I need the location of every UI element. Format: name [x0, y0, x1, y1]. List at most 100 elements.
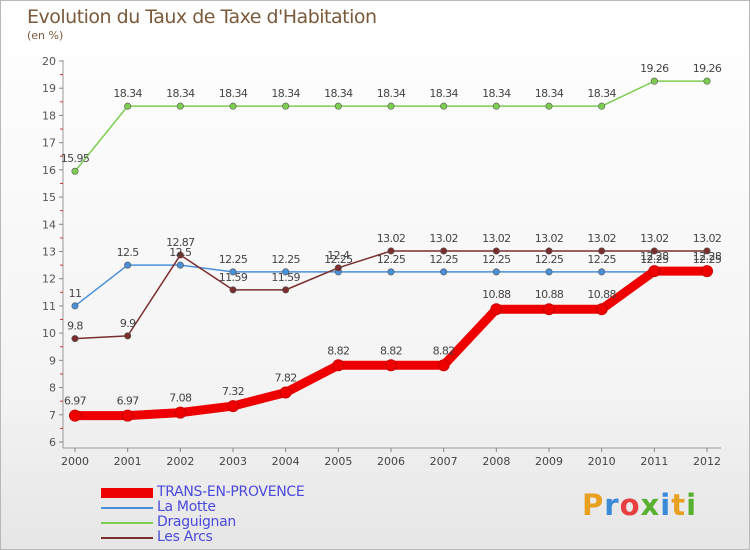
y-tick-label: 10	[42, 327, 56, 340]
data-label: 13.02	[693, 232, 722, 245]
y-tick-label: 20	[42, 55, 56, 68]
x-tick-label: 2007	[430, 455, 458, 468]
data-point	[174, 406, 187, 419]
data-label: 12.25	[587, 253, 616, 266]
data-point	[227, 400, 239, 413]
data-point	[385, 359, 397, 372]
y-tick-label: 7	[49, 409, 56, 422]
data-point	[71, 167, 79, 175]
data-point	[440, 268, 448, 276]
data-point	[595, 303, 608, 316]
data-point	[282, 102, 290, 110]
logo-letter: x	[640, 488, 661, 522]
y-tick-label: 11	[42, 300, 56, 313]
data-point	[492, 247, 500, 255]
data-label: 9.9	[120, 317, 136, 330]
y-tick-label: 18	[42, 109, 56, 122]
y-tick-label: 16	[42, 164, 56, 177]
data-point	[124, 102, 132, 110]
data-label: 18.34	[271, 87, 300, 100]
data-label: 12.25	[271, 253, 300, 266]
data-label: 13.02	[482, 232, 511, 245]
data-point	[176, 261, 184, 269]
data-label: 11	[69, 287, 82, 300]
data-point	[440, 102, 448, 110]
data-point	[490, 303, 503, 316]
data-label: 12.25	[535, 253, 564, 266]
data-point	[545, 247, 553, 255]
data-point	[598, 247, 606, 255]
data-point	[229, 286, 237, 294]
y-tick-label: 12	[42, 273, 56, 286]
data-label: 18.34	[166, 87, 195, 100]
logo-letter: t	[671, 488, 687, 522]
data-point	[387, 102, 395, 110]
data-label: 13.02	[640, 232, 669, 245]
x-tick-label: 2006	[377, 455, 405, 468]
data-label: 18.34	[429, 87, 458, 100]
chart-title: Evolution du Taux de Taxe d'Habitation	[27, 6, 377, 28]
x-tick-label: 2005	[324, 455, 352, 468]
data-point	[598, 102, 606, 110]
y-tick-label: 8	[49, 382, 56, 395]
data-label: 12.5	[117, 246, 140, 259]
data-label: 13.02	[429, 232, 458, 245]
data-label: 8.82	[327, 344, 349, 357]
legend-swatch	[101, 537, 153, 539]
data-label: 13.02	[587, 232, 616, 245]
data-point	[387, 247, 395, 255]
x-tick-label: 2008	[482, 455, 510, 468]
x-tick-label: 2002	[166, 455, 194, 468]
data-label: 12.25	[429, 253, 458, 266]
data-label: 18.34	[324, 87, 353, 100]
data-point	[543, 303, 555, 316]
data-point	[69, 409, 81, 422]
data-point	[598, 268, 606, 276]
data-point	[71, 302, 79, 310]
y-tick-label: 17	[42, 137, 56, 150]
data-point	[282, 268, 290, 276]
data-label: 10.88	[587, 288, 616, 301]
logo-letter: r	[604, 488, 620, 522]
data-label: 7.32	[222, 385, 244, 398]
data-point	[334, 264, 342, 272]
data-label: 15.95	[61, 152, 90, 165]
data-point	[71, 335, 79, 343]
data-label: 12.25	[324, 253, 353, 266]
data-point	[650, 77, 658, 85]
data-point	[703, 247, 711, 255]
data-label: 13.02	[377, 232, 406, 245]
x-tick-label: 2000	[61, 455, 89, 468]
logo-letter: i	[686, 488, 698, 522]
legend-swatch	[101, 507, 153, 509]
data-point	[440, 247, 448, 255]
data-label: 13.02	[535, 232, 564, 245]
data-label: 19.26	[640, 62, 669, 75]
data-point	[229, 102, 237, 110]
x-tick-label: 2004	[272, 455, 300, 468]
data-point	[176, 102, 184, 110]
y-tick-label: 13	[42, 246, 56, 259]
logo-letter: o	[619, 488, 641, 522]
data-point	[121, 409, 134, 422]
data-point	[124, 332, 132, 340]
data-label: 12.25	[482, 253, 511, 266]
data-point	[229, 268, 237, 276]
data-point	[492, 268, 500, 276]
data-point	[703, 77, 711, 85]
data-point	[545, 102, 553, 110]
data-label: 18.34	[535, 87, 564, 100]
legend-swatch	[101, 488, 153, 498]
data-label: 12.87	[166, 236, 195, 249]
legend-label: TRANS-EN-PROVENCE	[157, 484, 305, 500]
data-point	[437, 359, 450, 372]
data-label: 18.34	[219, 87, 248, 100]
y-tick-label: 9	[49, 354, 56, 367]
data-label: 11.59	[271, 271, 300, 284]
data-label: 12.25	[377, 253, 406, 266]
legend-swatch	[101, 522, 153, 524]
data-label: 12.5	[169, 246, 192, 259]
x-tick-label: 2001	[114, 455, 142, 468]
